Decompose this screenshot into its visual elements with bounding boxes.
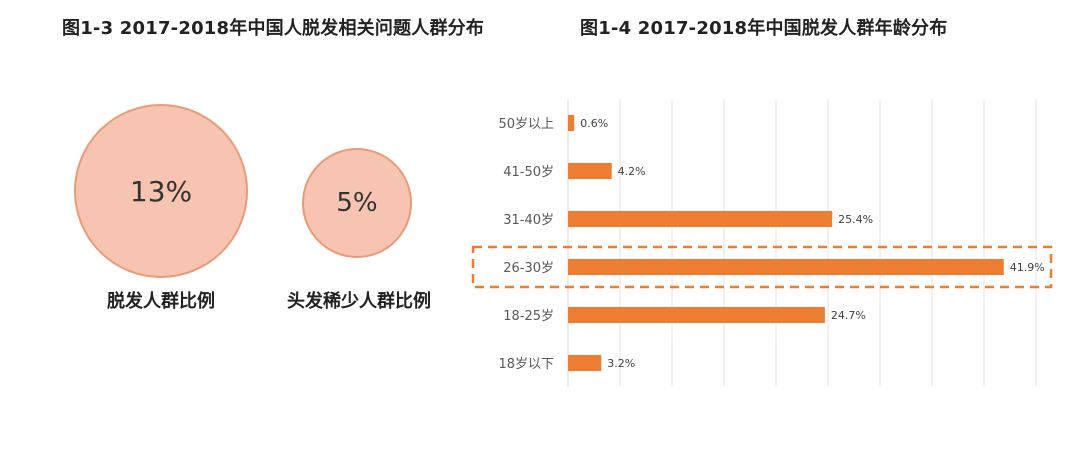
bar — [568, 163, 612, 179]
bar — [568, 115, 575, 131]
value-label: 25.4% — [838, 213, 873, 226]
value-label: 3.2% — [607, 357, 635, 370]
value-label: 41.9% — [1010, 261, 1045, 274]
hair-loss-bubble-label: 脱发人群比例 — [107, 291, 215, 312]
hair-thinning-bubble-label: 头发稀少人群比例 — [287, 291, 431, 312]
right-figure-title: 图1-4 2017-2018年中国脱发人群年龄分布 — [580, 18, 948, 39]
left-figure-title: 图1-3 2017-2018年中国人脱发相关问题人群分布 — [62, 18, 485, 39]
value-label: 4.2% — [618, 165, 646, 178]
highlight-dashed-box — [471, 245, 1053, 289]
bar — [568, 355, 602, 371]
bar — [568, 307, 825, 323]
category-label: 41-50岁 — [503, 165, 554, 180]
hair-loss-bubble: 13% — [74, 104, 248, 278]
value-label: 0.6% — [580, 117, 608, 130]
highlighted-bar — [568, 259, 1004, 275]
value-label: 24.7% — [831, 309, 866, 322]
category-label: 18岁以下 — [498, 357, 554, 372]
hair-thinning-bubble: 5% — [302, 148, 412, 258]
category-label: 31-40岁 — [503, 213, 554, 228]
bar — [568, 211, 833, 227]
category-label: 26-30岁 — [503, 261, 554, 276]
hair-loss-percentage: 13% — [129, 174, 193, 208]
category-label: 18-25岁 — [503, 309, 554, 324]
category-label: 50岁以上 — [498, 117, 554, 132]
hair-thinning-percentage: 5% — [336, 188, 378, 218]
